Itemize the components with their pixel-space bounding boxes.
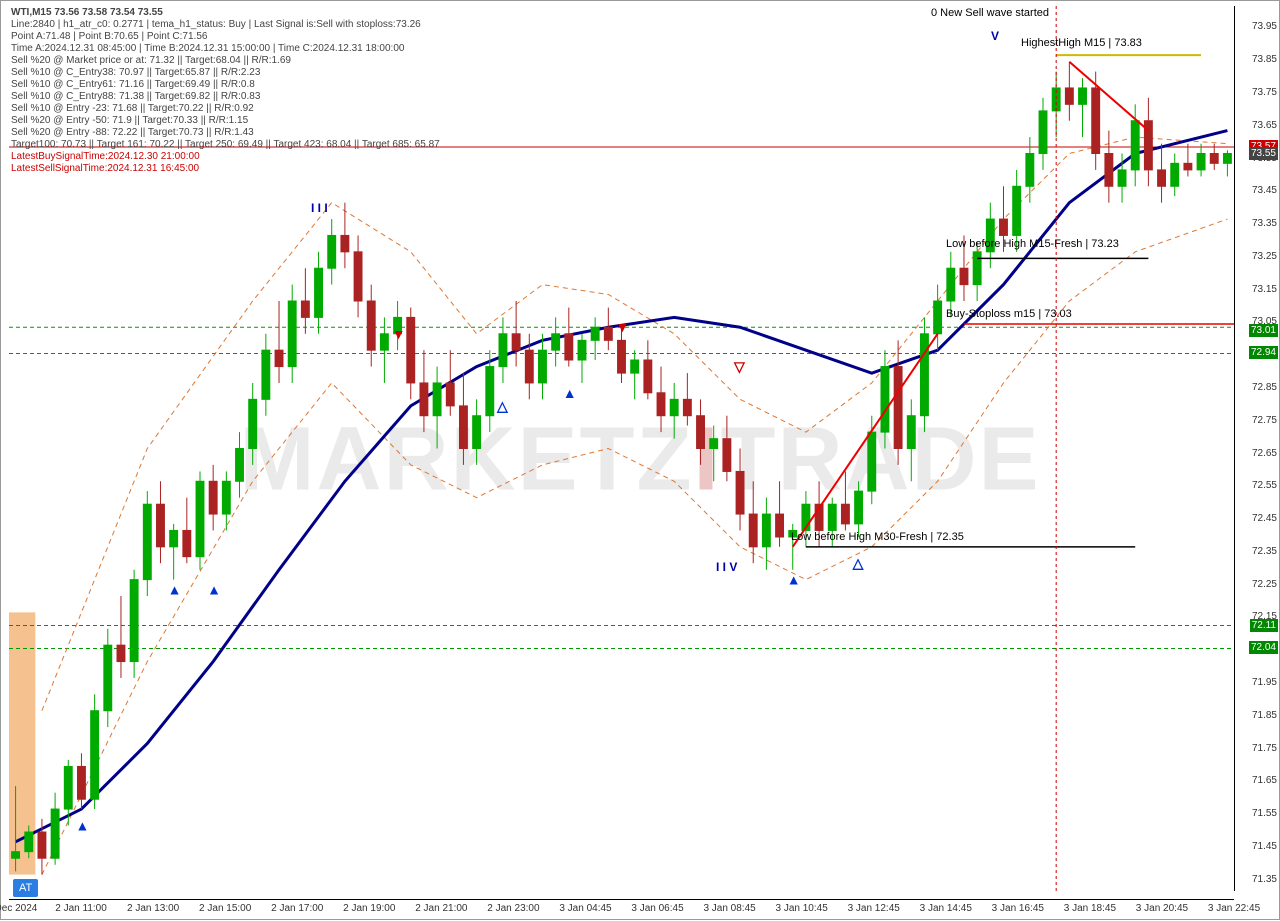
y-tick: 71.75	[1252, 743, 1277, 754]
info-line: Point A:71.48 | Point B:70.65 | Point C:…	[11, 31, 440, 43]
info-panel: WTI,M15 73.56 73.58 73.54 73.55 Line:284…	[11, 7, 440, 175]
y-tick: 73.95	[1252, 21, 1277, 32]
x-tick: 3 Jan 22:45	[1208, 903, 1260, 914]
wave-label-iii: I I I	[311, 201, 328, 215]
buy-stoploss-label: Buy-Stoploss m15 | 73.03	[946, 308, 1072, 320]
price-tag: 72.04	[1249, 641, 1278, 654]
x-tick: 3 Jan 18:45	[1064, 903, 1116, 914]
chart-container: MARKETZITRADE ▲▲▲▼△▲▼▽▲△ WTI,M15 73.56 7…	[0, 0, 1280, 920]
y-tick: 73.85	[1252, 54, 1277, 65]
y-tick: 72.75	[1252, 415, 1277, 426]
y-tick: 71.35	[1252, 874, 1277, 885]
info-line: Sell %20 @ Entry -88: 72.22 || Target:70…	[11, 127, 440, 139]
info-line: Sell %20 @ Entry -50: 71.9 || Target:70.…	[11, 115, 440, 127]
x-tick: 3 Jan 16:45	[992, 903, 1044, 914]
wave-label-iv: I I V	[716, 560, 737, 574]
y-tick: 73.15	[1252, 284, 1277, 295]
svg-text:△: △	[496, 398, 509, 414]
highest-high-label: HighestHigh M15 | 73.83	[1021, 37, 1142, 49]
y-tick: 72.85	[1252, 382, 1277, 393]
info-line: Sell %10 @ C_Entry61: 71.16 || Target:69…	[11, 79, 440, 91]
x-axis: 31 Dec 20242 Jan 11:002 Jan 13:002 Jan 1…	[9, 899, 1234, 919]
svg-text:△: △	[852, 555, 865, 571]
y-tick: 72.55	[1252, 480, 1277, 491]
x-tick: 3 Jan 20:45	[1136, 903, 1188, 914]
low-before-high-m15: Low before High M15-Fresh | 73.23	[946, 238, 1119, 250]
y-tick: 73.45	[1252, 185, 1277, 196]
info-line: Target100: 70.73 || Target 161: 70.22 ||…	[11, 139, 440, 151]
wave-label-v: V	[991, 29, 999, 43]
svg-text:▼: ▼	[392, 326, 406, 342]
x-tick: 2 Jan 15:00	[199, 903, 251, 914]
info-line: LatestSellSignalTime:2024.12.31 16:45:00	[11, 163, 440, 175]
info-line: Line:2840 | h1_atr_c0: 0.2771 | tema_h1_…	[11, 19, 440, 31]
y-tick: 71.55	[1252, 808, 1277, 819]
x-tick: 31 Dec 2024	[0, 903, 37, 914]
low-before-high-m30: Low before High M30-Fresh | 72.35	[791, 531, 964, 543]
price-tag: 73.55	[1249, 147, 1278, 160]
y-tick: 71.45	[1252, 841, 1277, 852]
x-tick: 2 Jan 21:00	[415, 903, 467, 914]
x-tick: 3 Jan 08:45	[703, 903, 755, 914]
x-tick: 2 Jan 19:00	[343, 903, 395, 914]
x-tick: 2 Jan 13:00	[127, 903, 179, 914]
info-line: Sell %10 @ C_Entry88: 71.38 || Target:69…	[11, 91, 440, 103]
y-tick: 72.25	[1252, 579, 1277, 590]
at-button[interactable]: AT	[13, 879, 38, 897]
info-line: Time A:2024.12.31 08:45:00 | Time B:2024…	[11, 43, 440, 55]
y-axis: 71.3571.4571.5571.6571.7571.8571.9572.05…	[1234, 6, 1279, 891]
y-tick: 73.25	[1252, 251, 1277, 262]
price-tag: 72.94	[1249, 346, 1278, 359]
svg-text:▼: ▼	[616, 319, 630, 335]
x-tick: 3 Jan 10:45	[776, 903, 828, 914]
x-tick: 3 Jan 06:45	[631, 903, 683, 914]
y-tick: 71.65	[1252, 775, 1277, 786]
y-tick: 71.95	[1252, 677, 1277, 688]
info-line: LatestBuySignalTime:2024.12.30 21:00:00	[11, 151, 440, 163]
svg-text:▲: ▲	[75, 817, 89, 833]
x-tick: 2 Jan 23:00	[487, 903, 539, 914]
x-tick: 3 Jan 12:45	[848, 903, 900, 914]
svg-text:▲: ▲	[207, 581, 221, 597]
y-tick: 73.75	[1252, 87, 1277, 98]
x-tick: 2 Jan 17:00	[271, 903, 323, 914]
y-tick: 73.35	[1252, 218, 1277, 229]
info-line: Sell %10 @ C_Entry38: 70.97 || Target:65…	[11, 67, 440, 79]
svg-text:▲: ▲	[168, 581, 182, 597]
y-tick: 71.85	[1252, 710, 1277, 721]
svg-text:▲: ▲	[787, 572, 801, 588]
price-tag: 72.11	[1250, 619, 1278, 632]
y-tick: 73.65	[1252, 120, 1277, 131]
info-line: Sell %20 @ Market price or at: 71.32 || …	[11, 55, 440, 67]
svg-text:▽: ▽	[733, 359, 746, 375]
chart-title: WTI,M15 73.56 73.58 73.54 73.55	[11, 7, 440, 19]
price-tag: 73.01	[1249, 324, 1278, 337]
svg-text:▲: ▲	[563, 385, 577, 401]
x-tick: 3 Jan 04:45	[559, 903, 611, 914]
sell-wave-text: 0 New Sell wave started	[931, 7, 1049, 19]
y-tick: 72.65	[1252, 448, 1277, 459]
x-tick: 2 Jan 11:00	[55, 903, 107, 914]
y-tick: 72.45	[1252, 513, 1277, 524]
x-tick: 3 Jan 14:45	[920, 903, 972, 914]
y-tick: 72.35	[1252, 546, 1277, 557]
info-line: Sell %10 @ Entry -23: 71.68 || Target:70…	[11, 103, 440, 115]
